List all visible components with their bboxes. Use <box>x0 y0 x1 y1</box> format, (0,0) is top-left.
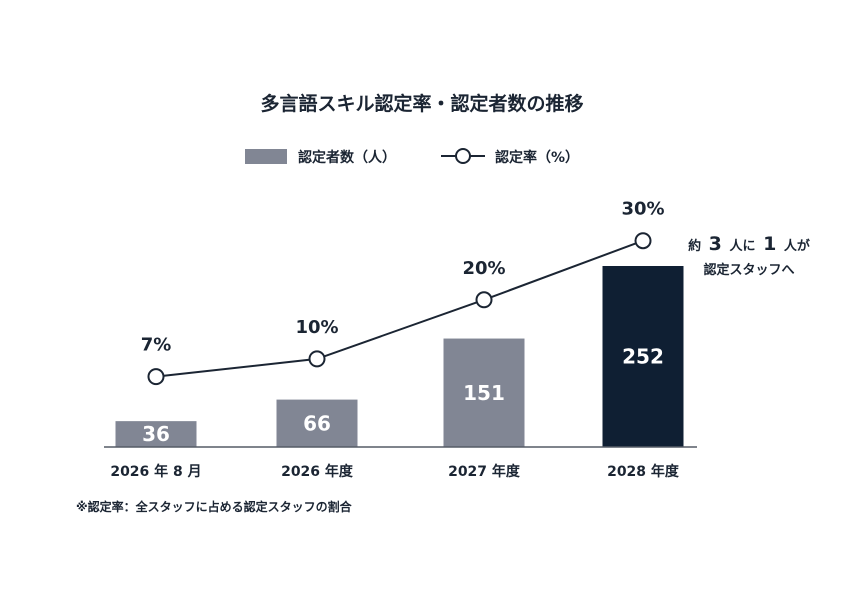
line-point <box>147 368 165 386</box>
annotation-num1: 3 <box>709 233 722 255</box>
bar <box>115 421 197 447</box>
line-series: 7% 10% 20% 30% <box>141 199 665 386</box>
x-axis-tick-labels: 2026 年 8 月 2026 年度 2027 年度 2028 年度 <box>110 463 680 480</box>
x-tick-label: 2027 年度 <box>448 463 521 480</box>
footnote: ※認定率：全スタッフに占める認定スタッフの割合 <box>76 499 353 514</box>
line-point <box>475 291 493 309</box>
legend-bar-swatch <box>245 149 287 164</box>
annotation-mid: 人に <box>729 238 755 254</box>
line-value-label: 20% <box>462 258 505 279</box>
bar-value-label: 252 <box>622 345 664 369</box>
legend-line-marker <box>455 148 471 164</box>
annotation-line2: 認定スタッフへ <box>703 262 794 278</box>
series-line <box>155 239 644 378</box>
annotation-suffix: 人が <box>784 238 810 254</box>
legend-bar-label: 認定者数（人） <box>298 149 396 166</box>
line-value-label: 30% <box>621 199 664 220</box>
x-tick-label: 2026 年 8 月 <box>110 463 201 480</box>
x-tick-label: 2026 年度 <box>281 463 354 480</box>
annotation: 約 3 人に 1 人が 認定スタッフへ <box>688 233 810 278</box>
line-value-label: 10% <box>295 317 338 338</box>
chart-title: 多言語スキル認定率・認定者数の推移 <box>260 92 583 115</box>
annotation-line1: 約 3 人に 1 人が <box>688 233 810 255</box>
bar-value-label: 151 <box>463 381 505 405</box>
bar-value-label: 36 <box>142 422 170 446</box>
annotation-prefix: 約 <box>688 238 701 254</box>
bar <box>276 399 358 447</box>
line-value-label: 7% <box>141 335 172 356</box>
bar-series: 36 66 151 252 <box>115 266 684 447</box>
line-point <box>308 350 326 368</box>
line-point <box>634 232 652 250</box>
bar-value-label: 66 <box>303 411 331 435</box>
legend: 認定者数（人） 認定率（%） <box>245 148 579 166</box>
annotation-num2: 1 <box>763 233 776 255</box>
legend-line-label: 認定率（%） <box>495 149 579 166</box>
bar <box>443 338 525 447</box>
bar <box>602 266 684 447</box>
x-tick-label: 2028 年度 <box>607 463 680 480</box>
